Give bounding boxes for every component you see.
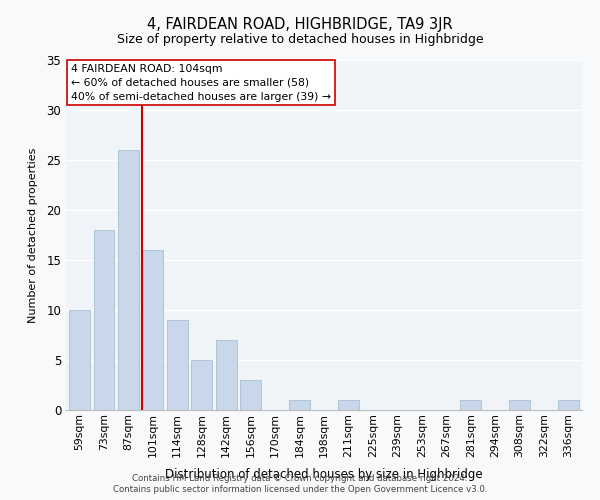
Bar [94,230,114,410]
Bar [240,380,261,410]
Bar [69,310,90,410]
Bar [509,400,530,410]
X-axis label: Distribution of detached houses by size in Highbridge: Distribution of detached houses by size … [165,468,483,481]
Bar [338,400,359,410]
Text: 4, FAIRDEAN ROAD, HIGHBRIDGE, TA9 3JR: 4, FAIRDEAN ROAD, HIGHBRIDGE, TA9 3JR [147,18,453,32]
Bar [289,400,310,410]
Bar [191,360,212,410]
Text: 4 FAIRDEAN ROAD: 104sqm
← 60% of detached houses are smaller (58)
40% of semi-de: 4 FAIRDEAN ROAD: 104sqm ← 60% of detache… [71,64,331,102]
Bar [216,340,236,410]
Text: Size of property relative to detached houses in Highbridge: Size of property relative to detached ho… [116,32,484,46]
Bar [118,150,139,410]
Bar [167,320,188,410]
Bar [558,400,579,410]
Bar [142,250,163,410]
Bar [460,400,481,410]
Y-axis label: Number of detached properties: Number of detached properties [28,148,38,322]
Text: Contains HM Land Registry data © Crown copyright and database right 2024.
Contai: Contains HM Land Registry data © Crown c… [113,474,487,494]
